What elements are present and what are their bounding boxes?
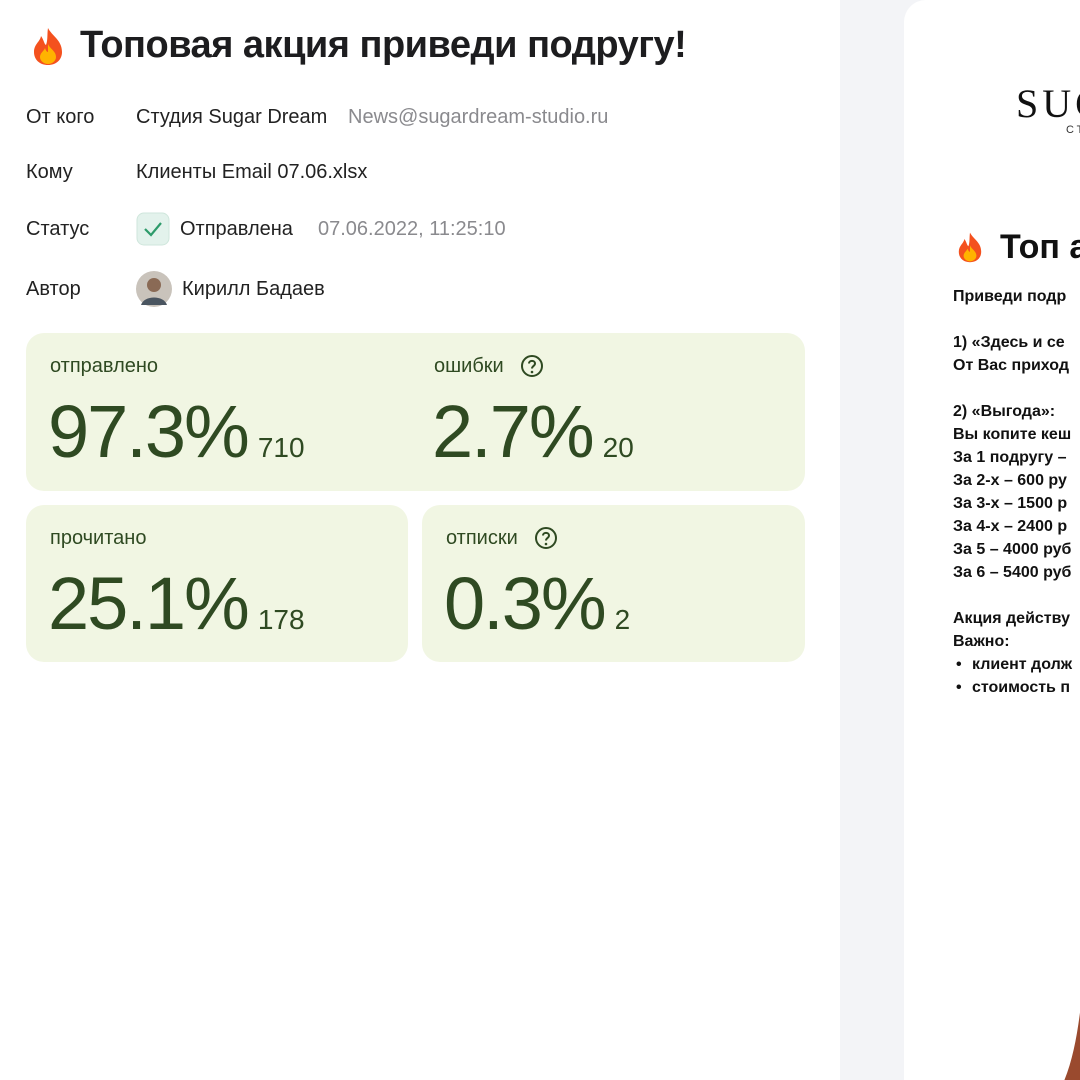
preview-line: 1) «Здесь и се [953,334,1065,351]
stat-count: 178 [257,604,305,635]
preview-title: Топ а [1000,228,1080,266]
preview-line: За 1 подругу – [953,449,1067,466]
stat-percent: 25.1% [48,562,250,645]
preview-line: За 2-х – 600 ру [953,472,1067,489]
bullet-dot: • [956,679,962,696]
meta-label: От кого [26,106,95,128]
preview-line: За 6 – 5400 руб [953,564,1072,581]
mail-preview: SUG СТ Топ а Приведи подр 1) «Здесь и се О… [904,0,1080,1080]
preview-line: За 5 – 4000 руб [953,541,1072,558]
stat-value: 97.3% 710 [48,389,305,474]
stats-card: прочитано 25.1% 178 [26,505,408,662]
preview-line: За 4-х – 2400 р [953,518,1068,535]
stat-count: 20 [602,432,634,463]
stat-value: 25.1% 178 [48,561,305,646]
preview-line: Акция действу [953,610,1070,627]
brand-subtitle: СТ [1066,124,1080,136]
preview-line: Вы копите кеш [953,426,1072,443]
stats-card: отписки 0.3% 2 [422,505,805,662]
status-check [136,212,170,246]
bullet-dot: • [956,656,962,673]
stat-count: 710 [257,432,305,463]
stat-label: отправлено [50,355,159,377]
stat-label: отписки [446,527,518,549]
preview-panel: SUG СТ Топ а Приведи подр 1) «Здесь и се О… [840,0,1080,1080]
report-panel: Топовая акция приведи подругу! От кого С… [26,24,805,662]
recipient-list[interactable]: Клиенты Email 07.06.xlsx [136,161,368,183]
help-icon[interactable] [534,526,558,550]
stat-value: 0.3% 2 [444,561,630,646]
fire-icon [34,28,62,65]
help-icon[interactable] [520,354,544,378]
author-avatar [136,271,172,307]
preview-photo [1064,1012,1080,1080]
mail-title: Топовая акция приведи подругу! [80,24,687,66]
status-date: 07.06.2022, 11:25:10 [318,218,506,240]
stat-percent: 97.3% [48,390,250,473]
fire-icon [958,232,982,263]
stat-label: прочитано [50,527,147,549]
stat-percent: 2.7% [432,390,595,473]
stat-percent: 0.3% [444,562,607,645]
stat-label: ошибки [434,355,504,377]
author-name: Кирилл Бадаев [182,278,325,300]
preview-line: Важно: [953,633,1010,650]
preview-bullet: стоимость п [972,679,1070,696]
sender-name: Студия Sugar Dream [136,106,328,128]
brand-logo: SUG [1016,81,1080,126]
stat-count: 2 [614,604,631,635]
preview-line: 2) «Выгода»: [953,403,1056,420]
preview-bullet: клиент долж [972,656,1073,673]
meta-label: Кому [26,161,73,183]
stats-card: отправлено 97.3% 710 ошибки 2.7% 20 [26,333,805,491]
meta-label: Статус [26,218,90,240]
meta-label: Автор [26,278,81,300]
preview-line: Приведи подр [953,288,1067,305]
stat-value: 2.7% 20 [432,389,634,474]
preview-line: От Вас приход [953,357,1070,374]
preview-line: За 3-х – 1500 р [953,495,1068,512]
status-value: Отправлена [180,218,293,240]
sender-email: News@sugardream-studio.ru [348,106,609,128]
